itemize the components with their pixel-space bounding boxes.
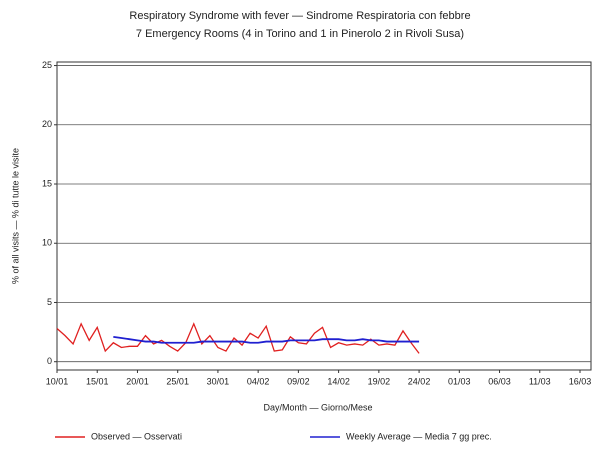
legend-label: Observed — Osservati [91, 431, 182, 441]
y-tick-label: 20 [42, 119, 52, 129]
series-line [113, 335, 420, 344]
x-tick-label: 15/01 [86, 376, 109, 386]
x-tick-label: 24/02 [408, 376, 431, 386]
x-tick-label: 16/03 [569, 376, 592, 386]
x-tick-label: 06/03 [488, 376, 511, 386]
x-axis-label: Day/Month — Giorno/Mese [263, 402, 372, 412]
y-tick-label: 25 [42, 60, 52, 70]
x-tick-label: 25/01 [166, 376, 189, 386]
x-tick-label: 04/02 [247, 376, 270, 386]
plot-frame [56, 61, 592, 371]
chart-subtitle: 7 Emergency Rooms (4 in Torino and 1 in … [136, 28, 464, 40]
y-tick-label: 15 [42, 178, 52, 188]
x-tick-label: 10/01 [46, 376, 69, 386]
x-tick-label: 11/03 [529, 376, 551, 386]
x-tick-label: 30/01 [207, 376, 230, 386]
x-tick-label: 01/03 [448, 376, 471, 386]
x-tick-label: 14/02 [327, 376, 350, 386]
y-tick-label: 5 [47, 297, 52, 307]
y-tick-label: 10 [42, 238, 52, 248]
y-axis-label: % of all visits — % di tutte le visite [10, 148, 20, 284]
x-tick-label: 09/02 [287, 376, 310, 386]
x-tick-label: 20/01 [126, 376, 149, 386]
x-tick-label: 19/02 [368, 376, 391, 386]
y-tick-label: 0 [47, 356, 52, 366]
chart-title: Respiratory Syndrome with fever — Sindro… [129, 10, 470, 22]
legend-label: Weekly Average — Media 7 gg prec. [346, 431, 492, 441]
